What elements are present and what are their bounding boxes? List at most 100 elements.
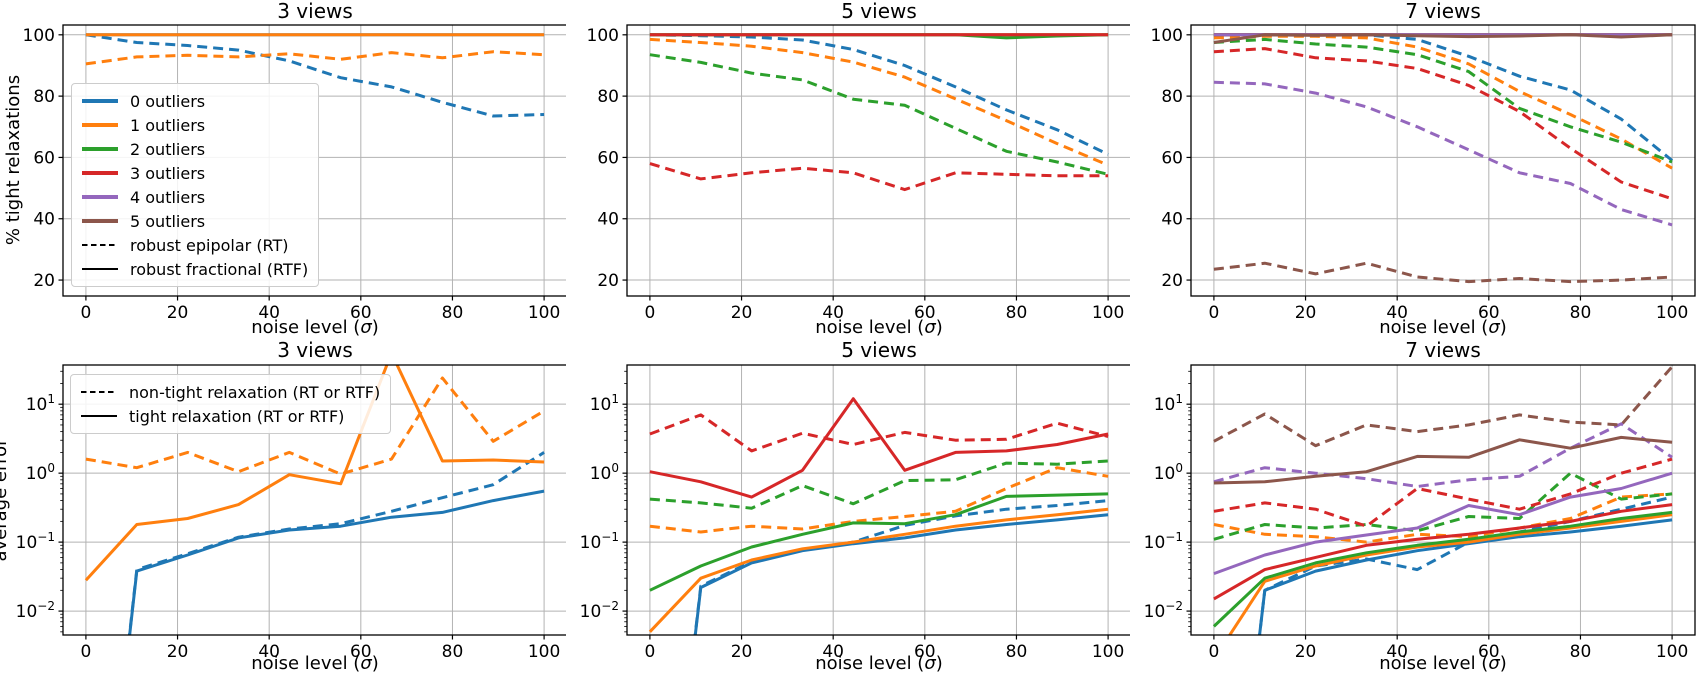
series-line xyxy=(649,53,1109,176)
series-line xyxy=(85,50,545,66)
x-tick-label: 80 xyxy=(1570,303,1592,323)
y-tick-label: 100 xyxy=(26,461,55,484)
x-axis-label: noise level (σ) xyxy=(1379,653,1507,674)
plot-title: 5 views xyxy=(841,0,917,23)
legend-line-swatch xyxy=(82,244,118,246)
legend-line-swatch xyxy=(82,147,118,151)
subplot-bottom-5views: 0 20 40 60 80 100 10−2 10−1 100 101 xyxy=(564,340,1130,677)
legend-box: non-tight relaxation (RT or RTF) tight re… xyxy=(70,374,392,434)
y-tick-label: 80 xyxy=(33,87,55,107)
x-tick-label: 100 xyxy=(1092,642,1124,662)
x-tick-label: 20 xyxy=(167,642,189,662)
series-group xyxy=(84,365,545,635)
y-axis-label: average error xyxy=(0,438,11,562)
x-tick-label: 20 xyxy=(1295,642,1317,662)
x-axis-label: noise level (σ) xyxy=(815,653,943,674)
legend-entry: tight relaxation (RT or RTF) xyxy=(79,404,380,428)
x-tick-label: 20 xyxy=(731,303,753,323)
x-tick-label: 80 xyxy=(442,642,464,662)
series-line xyxy=(649,33,1109,156)
series-line xyxy=(649,492,1109,592)
subplot-bottom-7views: 0 20 40 60 80 100 10−2 10−1 100 101 xyxy=(1128,340,1699,677)
y-tick-label: 10−2 xyxy=(580,599,619,622)
y-tick-label: 40 xyxy=(597,210,619,230)
legend-entry-label: 2 outliers xyxy=(130,139,206,159)
legend-line-swatch xyxy=(82,171,118,175)
x-axis-label: noise level (σ) xyxy=(251,653,379,674)
y-tick-label: 101 xyxy=(590,392,619,415)
legend-line-swatch xyxy=(82,123,118,127)
y-tick-label: 100 xyxy=(1154,461,1183,484)
legend-entry: 2 outliers xyxy=(80,137,308,161)
subplot-top-7views: 0 20 40 60 80 100 20 40 60 80 100 xyxy=(1128,0,1699,340)
plot-canvas: 0 20 40 60 80 100 10−2 10−1 100 101 xyxy=(1144,364,1696,662)
y-tick-label: 40 xyxy=(33,210,55,230)
legend-entry-label: 4 outliers xyxy=(130,187,206,207)
series-line xyxy=(649,397,1109,499)
x-tick-label: 0 xyxy=(80,303,91,323)
legend-line-swatch xyxy=(82,268,118,270)
y-axis-label: % tight relaxations xyxy=(3,74,24,246)
x-tick-label: 20 xyxy=(167,303,189,323)
series-line xyxy=(693,513,1109,635)
x-tick-label: 60 xyxy=(914,642,936,662)
series-line xyxy=(1213,435,1673,485)
legend-entry-label: tight relaxation (RT or RTF) xyxy=(129,406,345,426)
series-line xyxy=(1227,513,1673,635)
y-tick-label: 100 xyxy=(1151,26,1183,46)
series-line xyxy=(693,499,1109,635)
y-tick-label: 10−2 xyxy=(1144,599,1183,622)
x-tick-label: 40 xyxy=(822,642,844,662)
legend-entry-label: non-tight relaxation (RT or RTF) xyxy=(129,382,381,402)
series-line xyxy=(1213,422,1673,488)
x-tick-label: 60 xyxy=(1478,303,1500,323)
x-tick-label: 60 xyxy=(350,642,372,662)
plot-title: 7 views xyxy=(1405,0,1481,23)
plot-canvas: 0 20 40 60 80 100 20 40 60 80 100 xyxy=(587,24,1130,323)
series-line xyxy=(1213,33,1673,44)
series-line xyxy=(1213,471,1673,576)
x-axis-label: noise level (σ) xyxy=(815,317,943,338)
y-tick-label: 100 xyxy=(587,26,619,46)
x-tick-label: 100 xyxy=(528,642,560,662)
x-tick-label: 0 xyxy=(1208,303,1219,323)
legend-entry-label: 0 outliers xyxy=(130,91,206,111)
series-line xyxy=(649,162,1109,192)
legend-entry-label: 1 outliers xyxy=(130,115,206,135)
x-tick-label: 100 xyxy=(528,303,560,323)
x-tick-label: 100 xyxy=(1656,303,1688,323)
legend-entry: 4 outliers xyxy=(80,185,308,209)
x-tick-label: 40 xyxy=(822,303,844,323)
series-line xyxy=(649,37,1109,167)
y-tick-label: 60 xyxy=(1161,148,1183,168)
legend-box: 0 outliers 1 outliers 2 outliers 3 outliers… xyxy=(71,83,320,287)
series-group xyxy=(1212,365,1674,635)
legend-line-swatch xyxy=(81,415,117,417)
plot-title: 5 views xyxy=(841,338,917,362)
legend-entry-label: robust epipolar (RT) xyxy=(130,235,289,255)
y-tick-label: 10−1 xyxy=(1144,530,1183,553)
subplot-top-5views: 0 20 40 60 80 100 20 40 60 80 100 xyxy=(564,0,1130,340)
y-tick-label: 40 xyxy=(1161,210,1183,230)
series-line xyxy=(1213,457,1673,528)
series-line xyxy=(1213,80,1673,227)
legend-entry: non-tight relaxation (RT or RTF) xyxy=(79,380,380,404)
legend-entry-label: robust fractional (RTF) xyxy=(130,259,309,279)
x-tick-label: 80 xyxy=(1006,303,1028,323)
x-tick-label: 40 xyxy=(258,642,280,662)
legend-entry-label: 5 outliers xyxy=(130,211,206,231)
series-group xyxy=(648,397,1109,635)
series-line xyxy=(1213,34,1673,170)
legend-line-swatch xyxy=(81,391,117,393)
x-axis-label: noise level (σ) xyxy=(251,317,379,338)
x-tick-label: 60 xyxy=(914,303,936,323)
legend-entry: robust epipolar (RT) xyxy=(80,233,308,257)
series-line xyxy=(128,489,545,635)
y-tick-label: 80 xyxy=(597,87,619,107)
series-line xyxy=(1213,471,1673,541)
series-line xyxy=(85,33,545,118)
series-line xyxy=(84,365,545,582)
plot-canvas: 0 20 40 60 80 100 20 40 60 80 100 xyxy=(1151,24,1696,323)
legend-entry: 1 outliers xyxy=(80,113,308,137)
series-line xyxy=(85,376,545,476)
